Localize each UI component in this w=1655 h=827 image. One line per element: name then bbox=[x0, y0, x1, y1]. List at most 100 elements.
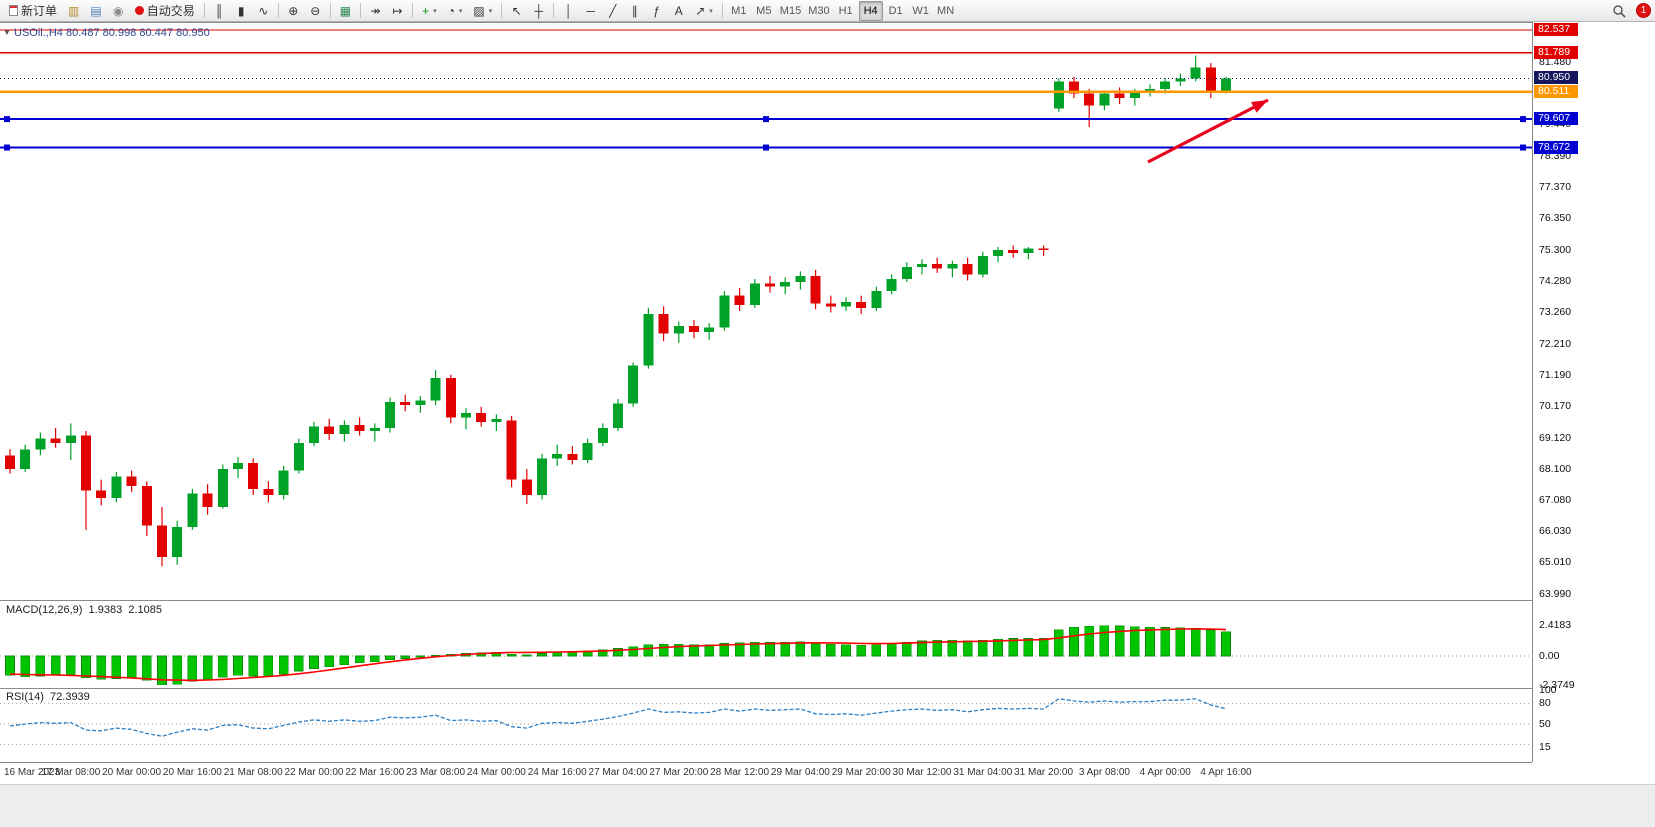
rsi-name: RSI(14) bbox=[6, 691, 44, 703]
price-chart-canvas[interactable] bbox=[0, 22, 1532, 600]
notification-badge[interactable]: 1 bbox=[1636, 3, 1651, 18]
zoom-in-button[interactable]: ⊕ bbox=[283, 1, 304, 21]
macd-indicator-label: MACD(12,26,9) 1.9383 2.1085 bbox=[6, 604, 162, 616]
macd-name: MACD(12,26,9) bbox=[6, 604, 83, 616]
search-button[interactable] bbox=[1607, 1, 1631, 21]
time-axis-label: 3 Apr 08:00 bbox=[1078, 767, 1130, 778]
time-axis-label: 29 Mar 04:00 bbox=[770, 767, 830, 778]
time-axis-label: 27 Mar 04:00 bbox=[588, 767, 648, 778]
trendline-button[interactable]: ╱ bbox=[602, 1, 623, 21]
arrows-button-icon: ↗ bbox=[695, 3, 706, 18]
auto-scroll-button-icon: ↠ bbox=[370, 3, 381, 18]
axis-label: 63.990 bbox=[1539, 587, 1572, 600]
macd-histogram bbox=[5, 625, 1231, 686]
line-chart-button[interactable]: ∿ bbox=[253, 1, 274, 21]
axis-label: 50 bbox=[1539, 717, 1551, 730]
toolbar-separator bbox=[721, 3, 723, 18]
axis-label: 2.4183 bbox=[1539, 619, 1572, 632]
line-handle bbox=[1520, 144, 1526, 151]
periods-button[interactable]: ◔ ▾ bbox=[443, 1, 468, 21]
charts-dropdown-button-icon: ▥ bbox=[68, 3, 80, 18]
profiles-button-icon: ▤ bbox=[90, 3, 102, 18]
bar-chart-button[interactable]: ║ bbox=[209, 1, 230, 21]
time-axis[interactable]: 16 Mar 2023 17 Mar 08:00 20 Mar 00:00 20 Ma… bbox=[0, 762, 1532, 784]
macd-signal-value: 2.1085 bbox=[128, 604, 162, 616]
text-button[interactable]: A bbox=[668, 1, 689, 21]
toolbar-separator bbox=[553, 3, 555, 18]
support-line-2[interactable] bbox=[0, 144, 1532, 151]
templates-button[interactable]: ▨ ▾ bbox=[468, 1, 497, 21]
price-tag: 79.607 bbox=[1534, 112, 1578, 126]
auto-scroll-button[interactable]: ↠ bbox=[365, 1, 386, 21]
axis-label: 100 bbox=[1539, 683, 1557, 696]
one-click-trading-toggle[interactable]: ▼ bbox=[3, 28, 11, 37]
timeframe-m30-button[interactable]: M30 bbox=[805, 1, 832, 21]
chart-symbol-title: ▼ USOil.,H4 80.487 80.998 80.447 80.950 bbox=[3, 27, 210, 39]
time-axis-label: 23 Mar 08:00 bbox=[406, 767, 466, 778]
timeframe-w1-button[interactable]: W1 bbox=[909, 1, 933, 21]
arrows-button[interactable]: ↗ ▾ bbox=[690, 1, 718, 21]
profiles-button[interactable]: ▤ bbox=[85, 1, 106, 21]
time-axis-label: 29 Mar 20:00 bbox=[831, 767, 891, 778]
horizontal-line-button[interactable]: ─ bbox=[580, 1, 601, 21]
axis-label: 69.120 bbox=[1539, 431, 1572, 444]
crosshair-button-icon: ┼ bbox=[534, 3, 543, 18]
new-window-button[interactable]: ◉ bbox=[108, 1, 129, 21]
chart-shift-button[interactable]: ↦ bbox=[387, 1, 408, 21]
new-order-button[interactable]: 新订单 bbox=[4, 1, 62, 21]
cursor-button[interactable]: ↖ bbox=[506, 1, 527, 21]
toolbar-separator bbox=[412, 3, 414, 18]
support-line-1[interactable] bbox=[0, 116, 1532, 123]
autotrading-button[interactable]: 自动交易 bbox=[130, 1, 200, 21]
timeframe-m1-button[interactable]: M1 bbox=[727, 1, 751, 21]
toolbar-separator bbox=[277, 3, 279, 18]
axis-label: 66.030 bbox=[1539, 525, 1572, 538]
tile-windows-button[interactable]: ▦ bbox=[335, 1, 356, 21]
axis-label: 77.370 bbox=[1539, 180, 1572, 193]
time-axis-label: 22 Mar 00:00 bbox=[284, 767, 344, 778]
fibonacci-button[interactable]: ƒ bbox=[646, 1, 667, 21]
timeframe-m15-button[interactable]: M15 bbox=[777, 1, 804, 21]
autotrading-button-label: 自动交易 bbox=[146, 4, 195, 18]
line-handle bbox=[4, 116, 10, 123]
macd-panel-canvas[interactable] bbox=[0, 600, 1532, 688]
macd-main-value: 1.9383 bbox=[88, 604, 123, 616]
timeframe-mn-button[interactable]: MN bbox=[934, 1, 958, 21]
indicators-button[interactable]: + ▾ bbox=[417, 1, 442, 21]
zoom-out-button[interactable]: ⊖ bbox=[305, 1, 326, 21]
toolbar-separator bbox=[501, 3, 503, 18]
chart-ohlc-text: USOil.,H4 80.487 80.998 80.447 80.950 bbox=[14, 27, 210, 39]
axis-label: 78.390 bbox=[1539, 149, 1572, 162]
timeframe-h1-button[interactable]: H1 bbox=[834, 1, 858, 21]
time-axis-label: 4 Apr 00:00 bbox=[1139, 767, 1191, 778]
new-window-button-icon: ◉ bbox=[112, 3, 124, 18]
indicators-button-icon: + bbox=[422, 3, 430, 18]
trendline-button-icon: ╱ bbox=[609, 3, 617, 18]
price-tag: 82.537 bbox=[1534, 23, 1578, 36]
crosshair-button[interactable]: ┼ bbox=[528, 1, 549, 21]
rsi-panel-canvas[interactable] bbox=[0, 688, 1532, 762]
axis-label: 81.480 bbox=[1539, 55, 1572, 68]
time-axis-label: 31 Mar 20:00 bbox=[1014, 767, 1074, 778]
timeframe-m1-button-label: M1 bbox=[731, 4, 747, 17]
charts-dropdown-button[interactable]: ▥ bbox=[63, 1, 84, 21]
chevron-down-icon: ▾ bbox=[433, 7, 437, 15]
axis-label: 15 bbox=[1539, 741, 1551, 754]
timeframe-d1-button[interactable]: D1 bbox=[884, 1, 908, 21]
channel-button[interactable]: ∥ bbox=[624, 1, 645, 21]
candle-chart-button[interactable]: ▮ bbox=[231, 1, 252, 21]
vertical-line-button[interactable]: │ bbox=[558, 1, 579, 21]
zoom-in-button-icon: ⊕ bbox=[288, 3, 299, 18]
price-tag: 78.672 bbox=[1534, 140, 1578, 154]
timeframe-h4-button[interactable]: H4 bbox=[858, 0, 883, 21]
periods-button-icon: ◔ bbox=[447, 3, 455, 18]
timeframe-m5-button[interactable]: M5 bbox=[752, 1, 776, 21]
price-axis[interactable]: 81.48079.44078.39077.37076.35075.30074.2… bbox=[1532, 22, 1655, 762]
chart-window: ▼ USOil.,H4 80.487 80.998 80.447 80.950 … bbox=[0, 22, 1655, 827]
chevron-down-icon: ▾ bbox=[709, 7, 713, 15]
timeframe-w1-button-label: W1 bbox=[912, 4, 929, 17]
rsi-value: 72.3939 bbox=[50, 691, 90, 703]
axis-label: 67.080 bbox=[1539, 493, 1572, 506]
trend-arrow-annotation[interactable] bbox=[1147, 98, 1269, 164]
axis-label: -2.3749 bbox=[1539, 679, 1575, 692]
